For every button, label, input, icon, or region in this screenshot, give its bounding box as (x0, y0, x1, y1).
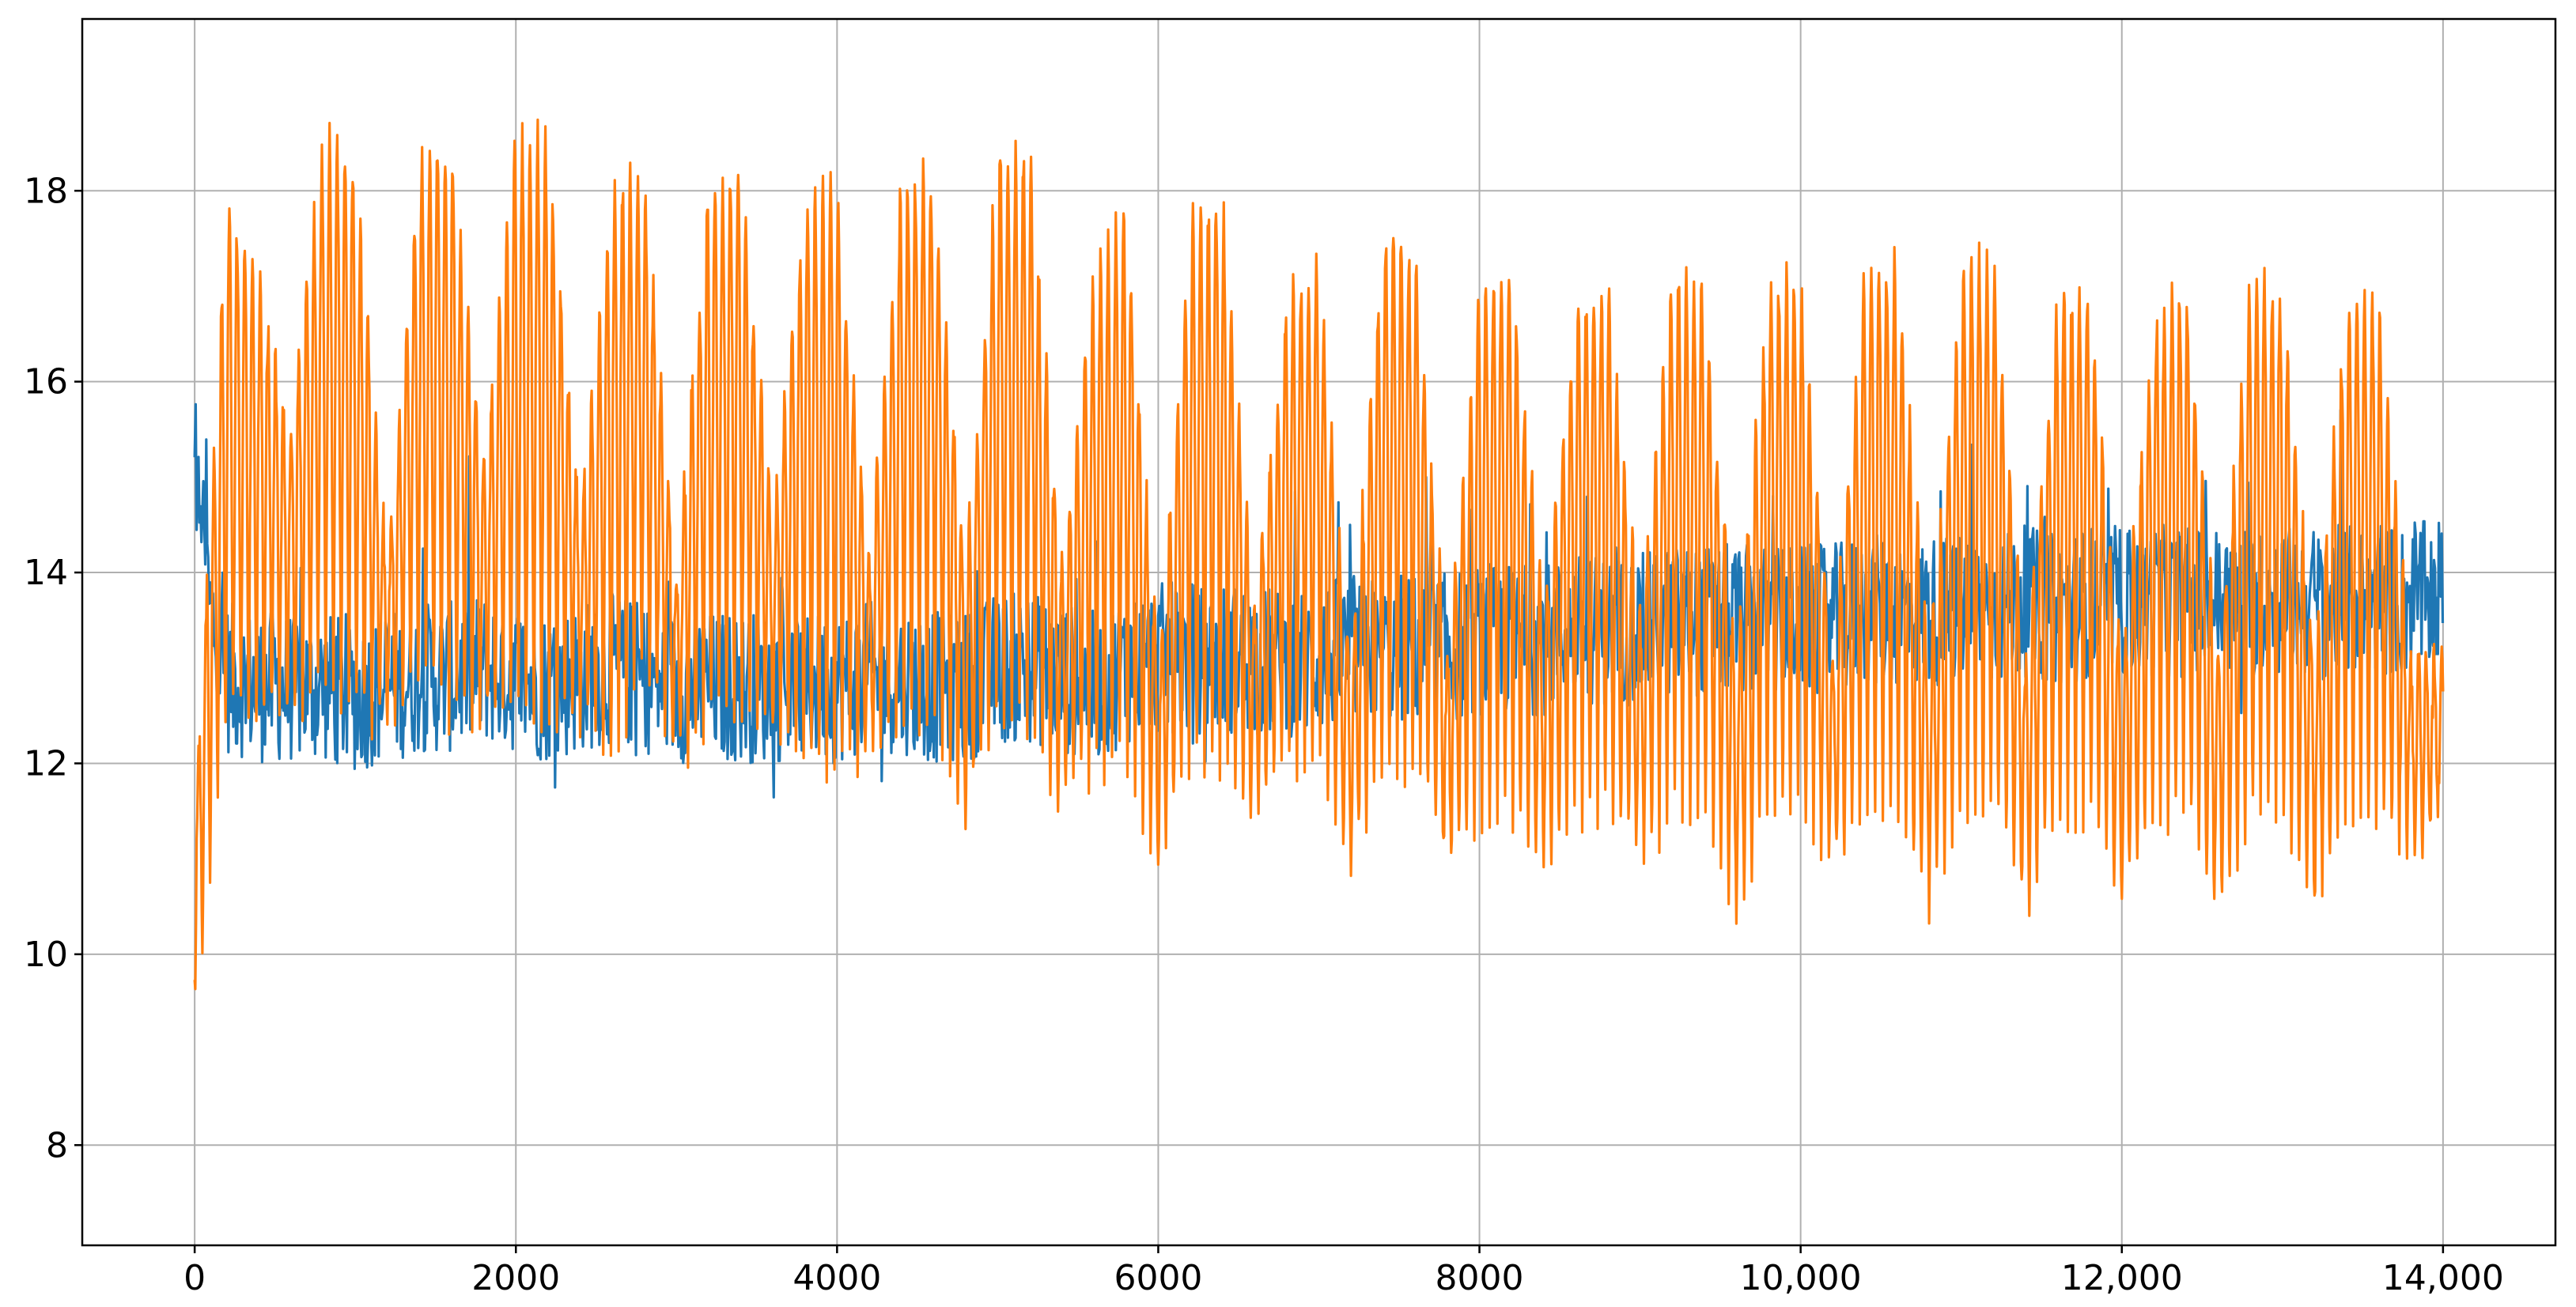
y-tick-label: 16 (24, 362, 68, 402)
y-tick-label: 10 (24, 935, 68, 975)
x-tick-label: 14,000 (2382, 1258, 2504, 1298)
y-tick-label: 18 (24, 171, 68, 211)
y-tick-label: 14 (24, 553, 68, 593)
axis-ticks: 0 2000 4000 6000 8000 10,000 12,000 14,000 8 10 12… (24, 171, 2504, 1298)
series-layer (193, 118, 2445, 991)
x-tick-label: 8000 (1436, 1258, 1524, 1298)
x-tick-label: 10,000 (1740, 1258, 1862, 1298)
x-tick-label: 2000 (471, 1258, 560, 1298)
y-tick-label: 12 (24, 743, 68, 784)
y-tick-label: 8 (46, 1125, 68, 1165)
x-tick-label: 4000 (792, 1258, 881, 1298)
series-2-line (193, 118, 2445, 991)
x-tick-label: 0 (183, 1258, 206, 1298)
x-tick-label: 12,000 (2061, 1258, 2183, 1298)
x-tick-label: 6000 (1114, 1258, 1202, 1298)
plot-frame (81, 17, 2557, 1247)
